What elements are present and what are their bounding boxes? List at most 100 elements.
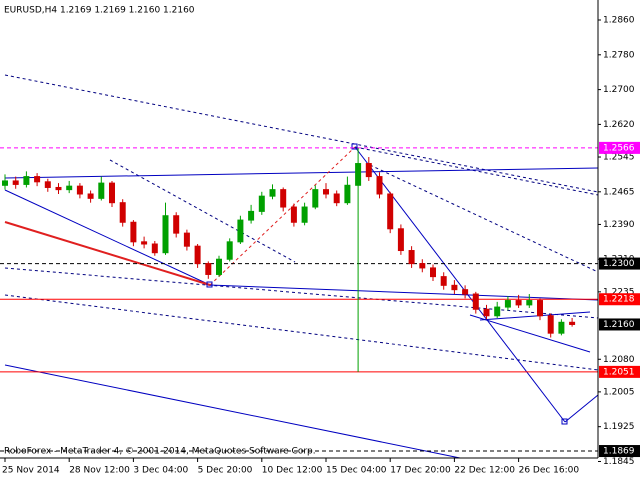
level-label-box [599, 293, 640, 306]
y-tick-label: 1.2235 [603, 287, 635, 297]
x-tick-label: 26 Dec 16:00 [519, 466, 580, 476]
level-label: 1.1869 [603, 447, 635, 457]
footer: RoboForex - MetaTrader 4, © 2001-2014, M… [4, 447, 316, 457]
x-tick-label: 15 Dec 04:00 [326, 466, 387, 476]
marker [206, 281, 213, 288]
candle-body [216, 258, 222, 275]
y-tick-label: 1.1925 [603, 422, 635, 432]
y-tick-label: 1.2620 [603, 120, 635, 130]
x-tick-label: 17 Dec 20:00 [390, 466, 451, 476]
candle-body [269, 189, 276, 197]
channel-line [4, 74, 599, 193]
marker [561, 418, 568, 425]
level-label-box [599, 141, 640, 154]
candle-body [290, 206, 297, 223]
candle-body [2, 180, 8, 186]
y-tick-label: 1.2390 [603, 220, 635, 230]
level-label-box [599, 318, 640, 331]
candle-body [397, 228, 404, 252]
candle-body [87, 193, 94, 199]
channel-line [354, 146, 599, 196]
candle-body [376, 176, 383, 195]
trend-line [4, 364, 461, 459]
candle-body [462, 289, 469, 295]
y-tick-label: 1.2780 [603, 50, 635, 60]
candle-body [280, 189, 287, 208]
candle-body [483, 308, 490, 317]
y-tick-label: 1.2080 [603, 355, 635, 365]
level-label-box [599, 257, 640, 270]
candle-body [44, 181, 51, 188]
trend-line [479, 311, 591, 321]
candle-body [301, 206, 308, 223]
candle-body [237, 219, 244, 243]
candle-body [408, 250, 415, 265]
candle-body [344, 184, 351, 204]
candles [2, 147, 576, 372]
candle-body [162, 215, 169, 254]
candle-body [333, 193, 340, 204]
candle-body [55, 186, 62, 191]
candle-body [430, 267, 436, 278]
candle-body [173, 215, 180, 234]
x-tick-label: 5 Dec 20:00 [198, 466, 253, 476]
candle-body [226, 241, 233, 260]
price-ticks: 1.2860 1.2780 1.2700 1.2620 1.2545 1.2465 1.23… [598, 16, 635, 467]
candle-body [387, 193, 394, 230]
channel-line [109, 159, 296, 263]
y-tick-label: 1.2700 [603, 85, 635, 95]
x-tick-label: 10 Dec 12:00 [262, 466, 323, 476]
trend-line [4, 167, 599, 179]
level-label-box [599, 365, 640, 378]
candle-body [248, 210, 255, 221]
y-tick-label: 1.1845 [603, 457, 635, 467]
candle-body [12, 180, 19, 185]
level-label: 1.2566 [603, 143, 635, 153]
y-tick-label: 1.2545 [603, 153, 635, 163]
candle-body [109, 182, 115, 204]
level-label: 1.2051 [603, 367, 635, 377]
y-tick-label: 1.2465 [603, 187, 635, 197]
candle-body [312, 189, 319, 208]
candle-body [34, 176, 41, 183]
candle-body [98, 182, 105, 199]
candle-body [526, 300, 533, 306]
level-label: 1.2218 [603, 295, 635, 305]
candle-body [355, 163, 362, 186]
candle-body [119, 202, 126, 223]
candle-body [76, 185, 83, 195]
time-ticks: 25 Nov 2014 28 Nov 12:00 3 Dec 04:00 5 Dec … [2, 458, 579, 476]
candle-body [569, 321, 576, 325]
trend-line [209, 284, 599, 301]
level-label-box [599, 445, 640, 458]
candle-body [258, 195, 265, 212]
candle-body [558, 321, 565, 334]
x-tick-label: 22 Dec 12:00 [454, 466, 515, 476]
candle-body [504, 300, 511, 308]
level-label: 1.2160 [603, 320, 635, 330]
candle-body [323, 189, 329, 195]
level-label: 1.2300 [603, 259, 635, 269]
chart-title: EURUSD,H4 1.2169 1.2169 1.2160 1.2160 [4, 6, 195, 16]
candle-body [183, 232, 190, 247]
candle-body [472, 293, 479, 310]
candle-body [23, 176, 30, 185]
candle-body [151, 243, 158, 254]
marker [351, 143, 358, 150]
trend-line [469, 314, 591, 353]
candle-body [537, 300, 543, 317]
candle-body [494, 306, 501, 317]
trend-line [4, 189, 211, 286]
candle-body [205, 263, 212, 275]
candle-body [515, 300, 522, 306]
x-tick-label: 28 Nov 12:00 [69, 466, 130, 476]
x-tick-label: 3 Dec 04:00 [133, 466, 188, 476]
channel-line [4, 294, 599, 371]
x-tick-label: 25 Nov 2014 [2, 466, 60, 476]
candle-body [440, 276, 447, 286]
y-tick-label: 1.2860 [603, 16, 635, 26]
candle-body [141, 241, 148, 245]
candle-body [194, 245, 201, 265]
trend-line [4, 221, 211, 286]
